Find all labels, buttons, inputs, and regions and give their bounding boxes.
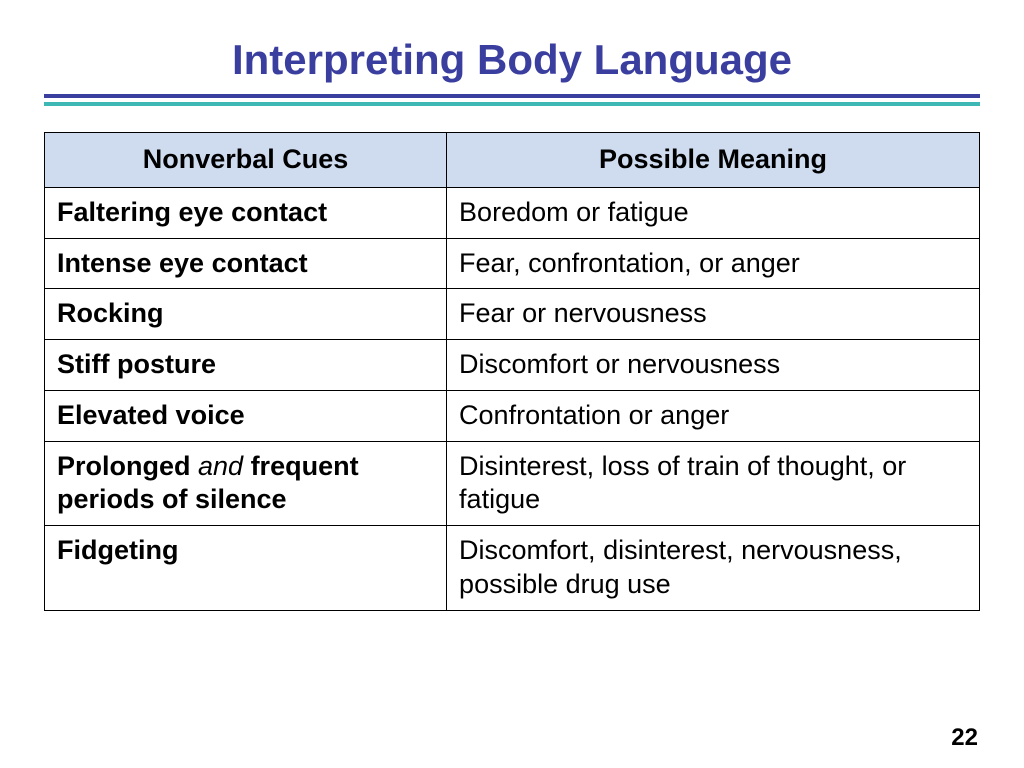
slide-title: Interpreting Body Language bbox=[44, 36, 980, 84]
table-row: Faltering eye contactBoredom or fatigue bbox=[45, 187, 980, 238]
meaning-cell: Disinterest, loss of train of thought, o… bbox=[447, 441, 980, 526]
table-row: Stiff postureDiscomfort or nervousness bbox=[45, 340, 980, 391]
page-number: 22 bbox=[951, 724, 978, 752]
cue-cell: Faltering eye contact bbox=[45, 187, 447, 238]
body-language-table: Nonverbal Cues Possible Meaning Falterin… bbox=[44, 132, 980, 611]
cue-cell: Elevated voice bbox=[45, 390, 447, 441]
meaning-cell: Fear, confrontation, or anger bbox=[447, 238, 980, 289]
meaning-cell: Discomfort or nervousness bbox=[447, 340, 980, 391]
cue-cell: Intense eye contact bbox=[45, 238, 447, 289]
cue-cell: Fidgeting bbox=[45, 526, 447, 611]
meaning-cell: Boredom or fatigue bbox=[447, 187, 980, 238]
column-header-meaning: Possible Meaning bbox=[447, 133, 980, 188]
cue-cell: Stiff posture bbox=[45, 340, 447, 391]
table-row: Elevated voiceConfrontation or anger bbox=[45, 390, 980, 441]
meaning-cell: Confrontation or anger bbox=[447, 390, 980, 441]
meaning-cell: Fear or nervousness bbox=[447, 289, 980, 340]
title-underline-secondary bbox=[44, 102, 980, 106]
table-header-row: Nonverbal Cues Possible Meaning bbox=[45, 133, 980, 188]
slide: Interpreting Body Language Nonverbal Cue… bbox=[0, 0, 1024, 768]
title-underline-primary bbox=[44, 94, 980, 98]
meaning-cell: Discomfort, disinterest, nervousness, po… bbox=[447, 526, 980, 611]
table-row: FidgetingDiscomfort, disinterest, nervou… bbox=[45, 526, 980, 611]
cue-cell: Rocking bbox=[45, 289, 447, 340]
table-row: RockingFear or nervousness bbox=[45, 289, 980, 340]
column-header-cues: Nonverbal Cues bbox=[45, 133, 447, 188]
table-row: Intense eye contactFear, confrontation, … bbox=[45, 238, 980, 289]
table-row: Prolonged and frequent periods of silenc… bbox=[45, 441, 980, 526]
cue-cell: Prolonged and frequent periods of silenc… bbox=[45, 441, 447, 526]
